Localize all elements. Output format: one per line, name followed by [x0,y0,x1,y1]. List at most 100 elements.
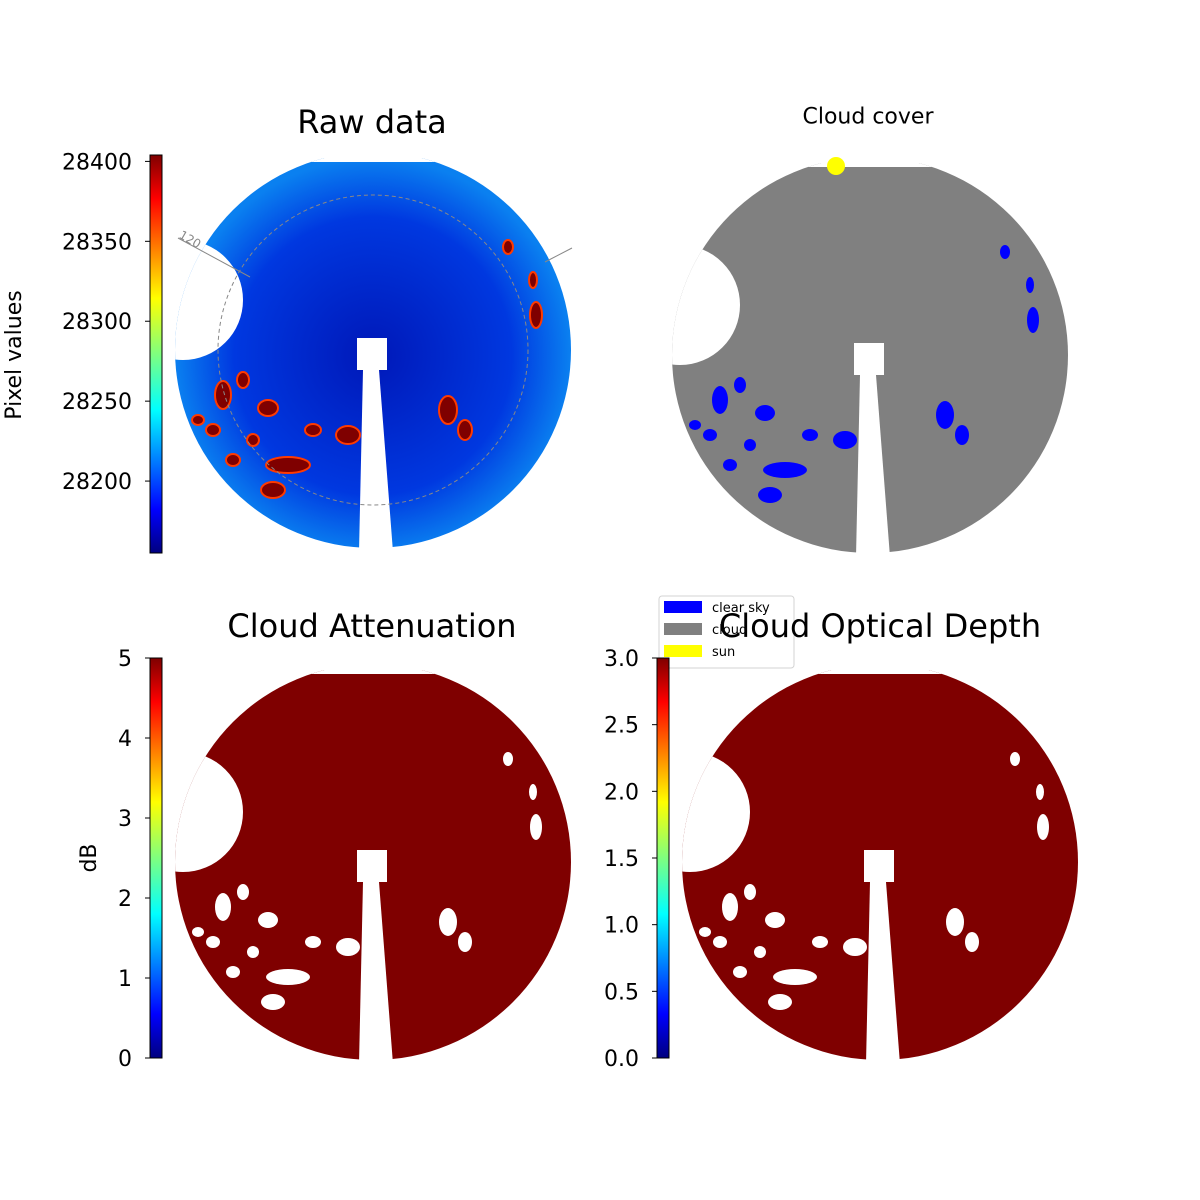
legend-label: sun [712,645,735,660]
polar-grid [217,194,529,506]
cloud-blob [458,932,472,952]
panel: 0 1 2 3 4 5 dB [77,647,571,1072]
colorbar-tick-label: 3 [118,807,132,832]
sky-image [175,152,571,548]
panel: clear sky cloud sun [658,157,1068,669]
cloud-blob [192,927,204,937]
cloud-blob [755,405,775,421]
cloud-blob [699,927,711,937]
colorbar-tick-label: 28200 [62,470,132,495]
cloud-blob [712,386,728,414]
panel-title: Cloud Optical Depth [719,607,1041,645]
mast-head [357,338,387,370]
notch [682,752,750,872]
cloud-blob [812,936,828,948]
cloud-blob [261,994,285,1010]
cloud-blob [439,908,457,936]
cloud-blob [768,994,792,1010]
mast-head [357,850,387,882]
cloud-blob [689,420,701,430]
cloud-blob [205,423,221,437]
colorbar-tick-label: 1 [118,967,132,992]
cloud-blob [215,893,231,921]
colorbar-tick-label: 0.5 [604,980,639,1005]
legend-swatch [664,623,702,635]
cloud-blob [1027,307,1039,333]
cloud-blob [530,814,542,840]
colorbar-tick-label: 1.0 [604,914,639,939]
colorbar-tick-label: 3.0 [604,647,639,672]
cloud-blob [723,459,737,471]
colorbar-tick-label: 28400 [62,150,132,175]
cloud-blob [754,946,766,958]
sun-marker [827,157,845,175]
cloud-blob [457,419,473,441]
cloud-blob [1037,814,1049,840]
colorbar-tick-label: 2.0 [604,780,639,805]
colorbar-tick-label: 2.5 [604,714,639,739]
cloud-blob [946,908,964,936]
cloud-blob [247,946,259,958]
polar-label: 120 [177,228,204,252]
colorbar-label: Pixel values [2,290,27,419]
corner-cut [672,157,1068,167]
colorbar-tick-label: 28350 [62,230,132,255]
colorbar-tick-label: 28300 [62,310,132,335]
colorbar [656,657,670,1059]
cloud-blob [744,884,756,900]
cloud-blob [833,431,857,449]
cloud-blob [703,429,717,441]
corner-cut [175,664,571,674]
colorbar [149,154,163,554]
colorbar [149,657,163,1059]
cloud-blob [744,439,756,451]
mast [359,882,393,1064]
cloud-blob [936,401,954,429]
cloud-blob [236,371,250,389]
cloud-blob [257,399,279,417]
colorbar-label: dB [77,843,102,872]
cloud-blob [734,377,746,393]
cloud-blob [802,429,818,441]
cloud-blob [260,481,286,499]
cloud-blob [965,932,979,952]
cloud-blob [1036,784,1044,800]
sky-image [672,157,1068,553]
legend-swatch [664,601,702,613]
colorbar-tick-label: 4 [118,727,132,752]
cloud-blob [246,433,260,447]
mast [359,370,393,552]
panel: 0.0 0.5 1.0 1.5 2.0 2.5 3.0 [604,647,1078,1072]
cloud-blob [225,453,241,467]
cloud-blob [1000,245,1010,259]
colorbar-tick-label: 1.5 [604,847,639,872]
cloud-blob [191,414,205,426]
cloud-blob [1026,277,1034,293]
cloud-blob [502,239,514,255]
cloud-blob [265,456,311,474]
notch [175,752,243,872]
notch [672,245,740,365]
cloud-blob [773,969,817,985]
mast-head [864,850,894,882]
cloud-blob [438,395,458,425]
mast [866,882,900,1064]
cloud-blob [258,912,278,928]
cloud-blob [722,893,738,921]
corner-cut [682,664,1078,674]
cloud-blob [237,884,249,900]
legend-label: cloud [712,623,747,638]
panel: 120 28200 28250 28300 28350 28400 Pixel values [2,150,573,554]
colorbar-tick-label: 0 [118,1047,132,1072]
polar-axis [177,237,251,278]
cloud-blob [758,487,782,503]
cloud-blob [336,938,360,956]
legend: clear sky cloud sun [658,595,795,669]
cloud-blob [206,936,220,948]
cloud-blob [528,271,538,289]
colorbar-tick-label: 0.0 [604,1047,639,1072]
mast [856,375,890,557]
cloud-blob [713,936,727,948]
polar-axis [544,247,573,263]
